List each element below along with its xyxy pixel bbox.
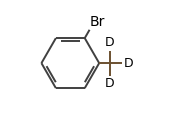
Text: Br: Br bbox=[90, 15, 105, 29]
Text: D: D bbox=[105, 77, 115, 90]
Text: D: D bbox=[123, 57, 133, 70]
Text: D: D bbox=[105, 36, 115, 49]
